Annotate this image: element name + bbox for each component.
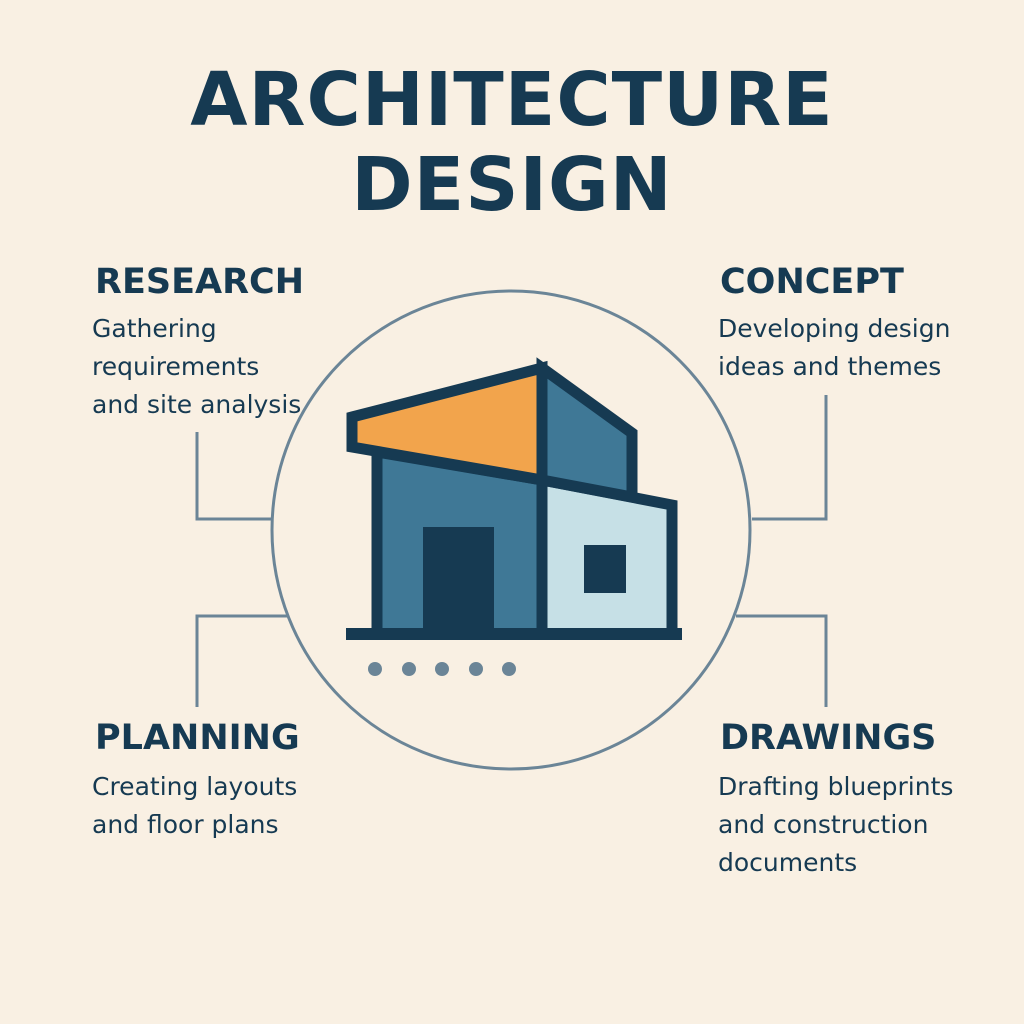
concept-desc-line: ideas and themes [718, 352, 942, 381]
step-dot [368, 662, 382, 676]
step-dot [469, 662, 483, 676]
step-dot [502, 662, 516, 676]
concept-connector [752, 395, 828, 521]
planning-desc-line: Creating layouts [92, 772, 298, 801]
title-line-2: DESIGN [351, 142, 673, 228]
research-desc-line: and site analysis [92, 390, 302, 419]
center-circle [270, 289, 752, 771]
planning-desc-line: and floor plans [92, 810, 279, 839]
research-desc-line: Gathering [92, 314, 217, 343]
concept-description: Developing design ideas and themes [718, 310, 950, 386]
drawings-desc-line: Drafting blueprints [718, 772, 954, 801]
step-dots [368, 662, 516, 676]
research-heading: RESEARCH [95, 262, 304, 302]
concept-heading: CONCEPT [720, 262, 904, 302]
drawings-connector [736, 614, 828, 707]
planning-heading: PLANNING [95, 718, 300, 758]
step-dot [402, 662, 416, 676]
drawings-description: Drafting blueprints and construction doc… [718, 768, 953, 882]
title-line-1: ARCHITECTURE [190, 57, 834, 143]
research-connector [195, 432, 271, 521]
concept-desc-line: Developing design [718, 314, 951, 343]
planning-connector [195, 614, 288, 707]
drawings-desc-line: documents [718, 848, 858, 877]
research-description: Gathering requirements and site analysis [92, 310, 301, 424]
step-dot [435, 662, 449, 676]
drawings-desc-line: and construction [718, 810, 929, 839]
planning-description: Creating layouts and floor plans [92, 768, 297, 844]
house-icon [346, 357, 682, 640]
research-desc-line: requirements [92, 352, 260, 381]
drawings-heading: DRAWINGS [720, 718, 937, 758]
